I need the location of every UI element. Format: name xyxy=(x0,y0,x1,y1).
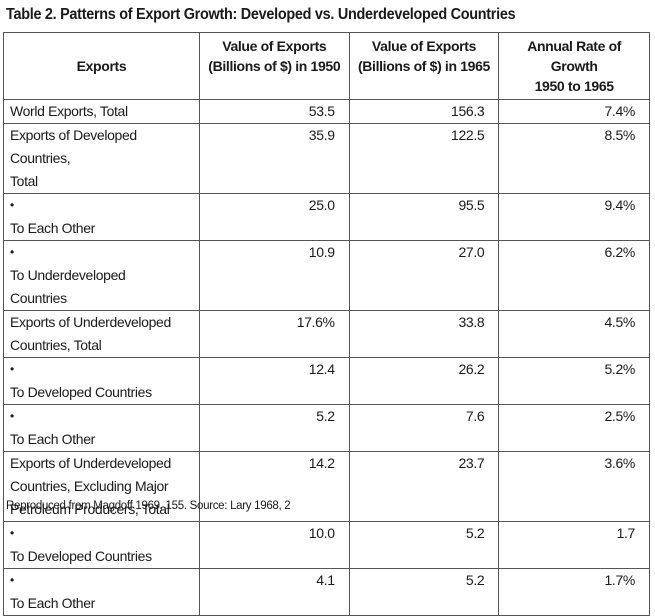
row-label-line: Countries, Excluding Major xyxy=(10,478,169,494)
row-label-line: Countries, Total xyxy=(10,337,102,353)
value-1950-cell: 12.4 xyxy=(198,357,350,405)
table-row: • To Developed Countries 10.0 5.2 1.7 xyxy=(3,521,650,569)
bullet-icon: • xyxy=(10,198,14,212)
sub-row-text: To Underdeveloped Countries xyxy=(10,264,180,310)
page: Table 2. Patterns of Export Growth: Deve… xyxy=(3,6,650,616)
row-label-line: To Each Other xyxy=(10,431,95,447)
bullet-icon: • xyxy=(10,573,14,587)
table-row: • To Each Other 5.2 7.6 2.5% xyxy=(3,404,650,452)
row-label: Exports of Underdeveloped Countries, Tota… xyxy=(3,310,200,358)
value-1950-cell: 17.6% xyxy=(198,310,350,358)
value-1950-cell: 10.0 xyxy=(198,521,350,569)
value-1965-cell: 95.5 xyxy=(348,193,500,241)
value-1950-cell: 4.1 xyxy=(198,568,350,616)
sub-row-text: To Each Other xyxy=(10,428,180,451)
header-value-1950-line1: Value of Exports xyxy=(222,38,327,54)
table-row: Exports of Developed Countries, Total 35.9… xyxy=(3,123,650,194)
bullet-icon: • xyxy=(10,409,14,423)
row-label-line: Countries xyxy=(10,290,67,306)
header-growth-rate: Annual Rate of Growth 1950 to 1965 xyxy=(498,32,650,100)
value-1950-cell: 10.9 xyxy=(198,240,350,311)
sub-row-text: To Each Other xyxy=(10,217,180,240)
value-1950-cell: 5.2 xyxy=(198,404,350,452)
row-label: Exports of Underdeveloped Countries, Excl… xyxy=(3,451,200,522)
bullet-icon: • xyxy=(10,526,14,540)
table-row: • To Developed Countries 12.4 26.2 5.2% xyxy=(3,357,650,405)
growth-rate-cell: 4.5% xyxy=(498,310,650,358)
row-label: • To Developed Countries xyxy=(3,357,200,405)
value-1965-cell: 27.0 xyxy=(348,240,500,311)
table-row: World Exports, Total 53.5 156.3 7.4% xyxy=(3,99,650,124)
row-label: • To Developed Countries xyxy=(3,521,200,569)
growth-rate-cell: 6.2% xyxy=(498,240,650,311)
header-growth-line1: Annual Rate of Growth xyxy=(527,38,622,74)
row-label: • To Each Other xyxy=(3,568,200,616)
row-label-line: To Each Other xyxy=(10,220,95,236)
value-1965-cell: 5.2 xyxy=(348,568,500,616)
table-row: • To Underdeveloped Countries 10.9 27.0 6.2% xyxy=(3,240,650,311)
header-value-1965-line1: Value of Exports xyxy=(371,38,477,54)
growth-rate-cell: 8.5% xyxy=(498,123,650,194)
value-1965-cell: 26.2 xyxy=(348,357,500,405)
footnote: Reproduced from Magdoff 1969, 155. Sourc… xyxy=(6,500,291,512)
value-1965-cell: 156.3 xyxy=(348,99,500,124)
value-1965-cell: 23.7 xyxy=(348,451,500,522)
value-1950-cell: 35.9 xyxy=(198,123,350,194)
header-value-1965: Value of Exports (Billions of $) in 1965 xyxy=(348,32,500,100)
row-label-line: Exports of Underdeveloped xyxy=(10,314,171,330)
table-row: Exports of Underdeveloped Countries, Tota… xyxy=(3,310,650,358)
header-value-1965-line2: (Billions of $) in 1965 xyxy=(357,58,490,74)
row-label-line: To Developed Countries xyxy=(10,384,152,400)
bullet-icon: • xyxy=(10,362,14,376)
growth-rate-cell: 1.7% xyxy=(498,568,650,616)
sub-row-text: To Developed Countries xyxy=(10,381,180,404)
header-growth-line2: 1950 to 1965 xyxy=(534,78,614,94)
table-row: • To Each Other 4.1 5.2 1.7% xyxy=(3,568,650,616)
value-1950-cell: 25.0 xyxy=(198,193,350,241)
header-exports: Exports xyxy=(3,32,200,100)
value-1950-cell: 53.5 xyxy=(198,99,350,124)
row-label-line: Exports of Underdeveloped xyxy=(10,455,171,471)
table-row: Exports of Underdeveloped Countries, Excl… xyxy=(3,451,650,522)
table-row: • To Each Other 25.0 95.5 9.4% xyxy=(3,193,650,241)
row-label-line: Exports of Developed Countries, xyxy=(10,127,137,166)
row-label-line: To Developed Countries xyxy=(10,548,152,564)
growth-rate-cell: 1.7 xyxy=(498,521,650,569)
row-label: • To Underdeveloped Countries xyxy=(3,240,200,311)
row-label: • To Each Other xyxy=(3,404,200,452)
value-1965-cell: 7.6 xyxy=(348,404,500,452)
header-row: Exports Value of Exports (Billions of $)… xyxy=(3,32,650,100)
row-label-line: Petroleum Producers, Total xyxy=(10,501,170,517)
row-label: World Exports, Total xyxy=(3,99,200,124)
row-label-line: World Exports, Total xyxy=(10,103,128,119)
value-1965-cell: 33.8 xyxy=(348,310,500,358)
row-label: Exports of Developed Countries, Total xyxy=(3,123,200,194)
row-label: • To Each Other xyxy=(3,193,200,241)
header-exports-label: Exports xyxy=(76,58,127,74)
row-label-line: To Each Other xyxy=(10,595,95,611)
header-value-1950: Value of Exports (Billions of $) in 1950 xyxy=(198,32,350,100)
row-label-line: To Underdeveloped xyxy=(10,267,126,283)
header-value-1950-line2: (Billions of $) in 1950 xyxy=(208,58,341,74)
value-1965-cell: 5.2 xyxy=(348,521,500,569)
bullet-icon: • xyxy=(10,245,14,259)
export-growth-table: Exports Value of Exports (Billions of $)… xyxy=(3,32,650,616)
table-body: World Exports, Total 53.5 156.3 7.4% Exports… xyxy=(3,99,650,616)
value-1965-cell: 122.5 xyxy=(348,123,500,194)
sub-row-text: To Developed Countries xyxy=(10,545,180,568)
table-title: Table 2. Patterns of Export Growth: Deve… xyxy=(6,6,516,23)
growth-rate-cell: 3.6% xyxy=(498,451,650,522)
growth-rate-cell: 9.4% xyxy=(498,193,650,241)
growth-rate-cell: 7.4% xyxy=(498,99,650,124)
growth-rate-cell: 5.2% xyxy=(498,357,650,405)
sub-row-text: To Each Other xyxy=(10,592,180,615)
growth-rate-cell: 2.5% xyxy=(498,404,650,452)
row-label-line: Total xyxy=(10,173,38,189)
